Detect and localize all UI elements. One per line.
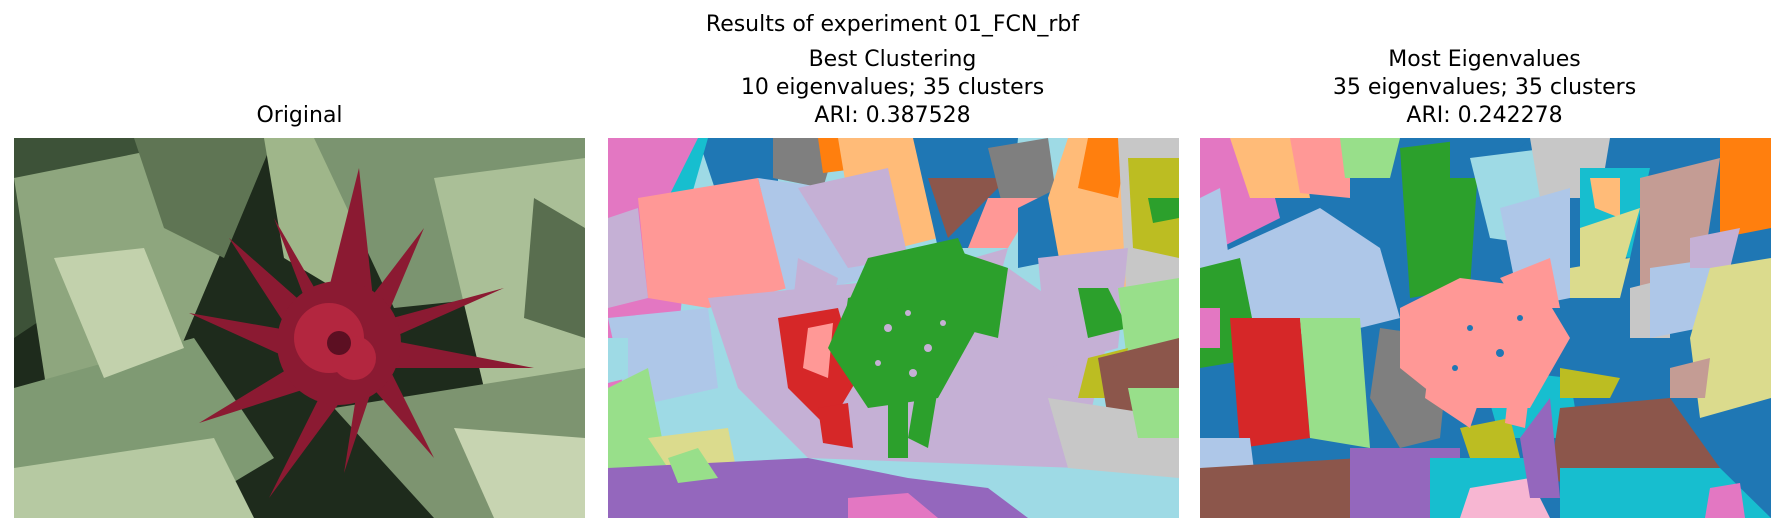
title-line: ARI: 0.387528: [814, 103, 971, 128]
title-line: 10 eigenvalues; 35 clusters: [740, 75, 1045, 100]
best-clustering-panel: [608, 138, 1179, 518]
original-image-panel: [14, 138, 585, 518]
title-line: Original: [256, 103, 343, 128]
title-line: Best Clustering: [808, 47, 977, 72]
most-eigenvalues-map: [1200, 138, 1771, 518]
most-eigenvalues-panel: [1200, 138, 1771, 518]
original-image: [14, 138, 585, 518]
best-clustering-map: [608, 138, 1179, 518]
panel-title-original: Original: [14, 102, 585, 130]
panel-title-most-eigenvalues: Most Eigenvalues 35 eigenvalues; 35 clus…: [1199, 46, 1770, 130]
title-line: Most Eigenvalues: [1388, 47, 1581, 72]
title-line: ARI: 0.242278: [1406, 103, 1563, 128]
panel-title-best-clustering: Best Clustering 10 eigenvalues; 35 clust…: [607, 46, 1178, 130]
figure-suptitle: Results of experiment 01_FCN_rbf: [705, 12, 1080, 37]
title-line: 35 eigenvalues; 35 clusters: [1332, 75, 1637, 100]
